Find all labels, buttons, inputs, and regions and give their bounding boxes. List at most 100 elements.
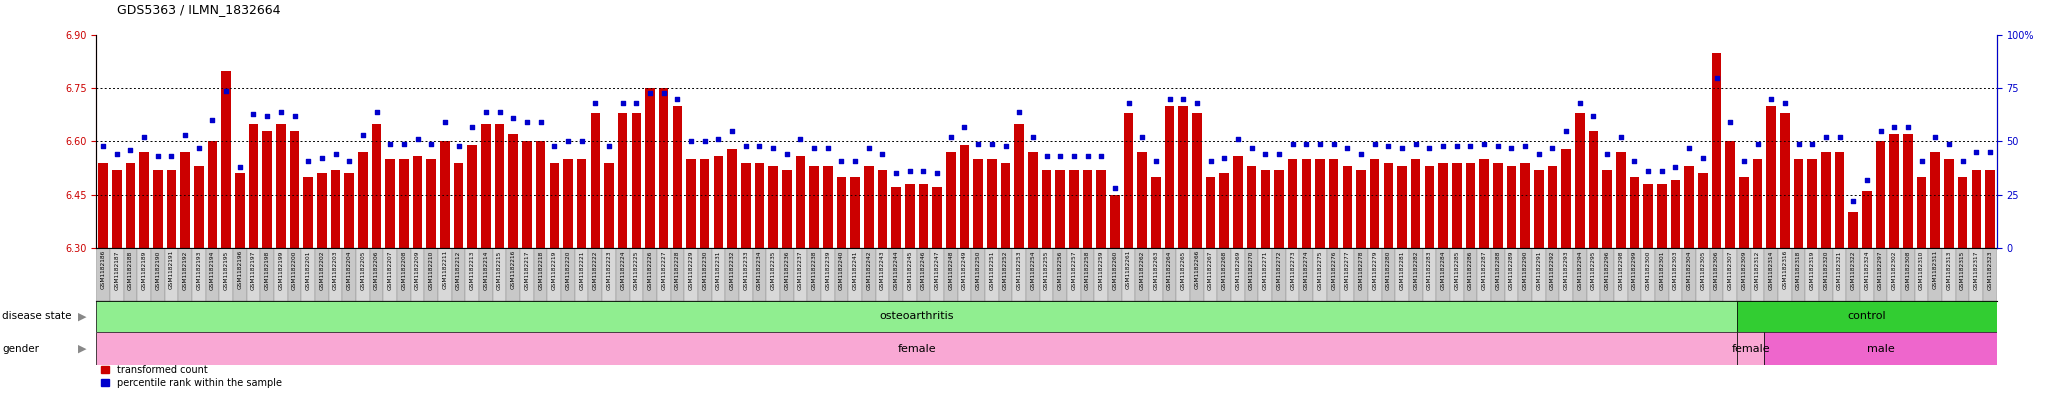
Text: GSM1182236: GSM1182236: [784, 250, 788, 290]
Text: GSM1182316: GSM1182316: [1782, 250, 1788, 290]
Bar: [1561, 149, 1571, 248]
Bar: [1630, 177, 1638, 248]
Bar: [1149, 248, 1163, 301]
Text: GSM1182323: GSM1182323: [1987, 250, 1993, 290]
Bar: [1190, 248, 1204, 301]
Bar: [1903, 134, 1913, 248]
Bar: [971, 248, 985, 301]
Bar: [1274, 170, 1284, 248]
Bar: [137, 248, 152, 301]
Bar: [1972, 170, 1980, 248]
Point: [360, 108, 393, 115]
Text: control: control: [1847, 311, 1886, 321]
Bar: [1958, 177, 1968, 248]
Bar: [590, 113, 600, 248]
Bar: [399, 159, 410, 248]
Text: GSM1182230: GSM1182230: [702, 250, 707, 290]
Point: [319, 151, 352, 157]
Point: [428, 119, 461, 125]
Text: ▶: ▶: [78, 311, 86, 321]
Point: [948, 123, 981, 130]
Bar: [1847, 248, 1860, 301]
Bar: [1917, 177, 1927, 248]
Text: GSM1182253: GSM1182253: [1016, 250, 1022, 290]
Bar: [1081, 248, 1094, 301]
Point: [1509, 143, 1542, 149]
Bar: [961, 145, 969, 248]
Text: GSM1182260: GSM1182260: [1112, 250, 1118, 290]
Bar: [903, 248, 918, 301]
Bar: [1067, 248, 1081, 301]
Point: [1153, 96, 1186, 102]
Bar: [1712, 53, 1720, 248]
Text: GSM1182311: GSM1182311: [1933, 250, 1937, 290]
Bar: [1368, 248, 1382, 301]
Bar: [629, 248, 643, 301]
Text: GSM1182295: GSM1182295: [1591, 250, 1595, 290]
Bar: [1778, 248, 1792, 301]
Bar: [1722, 248, 1737, 301]
Text: GSM1182242: GSM1182242: [866, 250, 870, 290]
Bar: [1806, 248, 1819, 301]
Bar: [645, 88, 655, 248]
Bar: [1507, 166, 1516, 248]
Text: GSM1182239: GSM1182239: [825, 250, 829, 290]
Point: [565, 138, 598, 145]
Text: GSM1182308: GSM1182308: [1905, 250, 1911, 290]
Text: GSM1182312: GSM1182312: [1755, 250, 1759, 290]
Point: [1659, 164, 1692, 170]
Bar: [96, 332, 1737, 365]
Text: GSM1182288: GSM1182288: [1495, 250, 1501, 290]
Point: [1016, 134, 1049, 140]
Bar: [1110, 195, 1120, 248]
Text: GSM1182313: GSM1182313: [1946, 250, 1952, 290]
Bar: [987, 159, 997, 248]
Bar: [1108, 248, 1122, 301]
Bar: [588, 248, 602, 301]
Bar: [1532, 248, 1546, 301]
Point: [621, 100, 653, 107]
Bar: [164, 248, 178, 301]
Point: [1386, 145, 1419, 151]
Bar: [862, 248, 877, 301]
Bar: [1767, 106, 1776, 248]
Point: [209, 87, 242, 94]
Point: [115, 147, 147, 153]
Point: [743, 143, 776, 149]
Bar: [289, 131, 299, 248]
Bar: [397, 248, 412, 301]
Point: [401, 136, 434, 143]
Text: GSM1182251: GSM1182251: [989, 250, 995, 290]
Bar: [1765, 332, 1997, 365]
Text: GSM1182209: GSM1182209: [416, 250, 420, 290]
Text: GSM1182232: GSM1182232: [729, 250, 735, 290]
Bar: [1589, 131, 1597, 248]
Bar: [178, 248, 193, 301]
Text: GSM1182219: GSM1182219: [551, 250, 557, 290]
Point: [1714, 119, 1747, 125]
Bar: [1751, 248, 1765, 301]
Bar: [1956, 248, 1970, 301]
Text: GSM1182248: GSM1182248: [948, 250, 952, 290]
Text: GSM1182255: GSM1182255: [1044, 250, 1049, 290]
Point: [1331, 145, 1364, 151]
Bar: [1931, 152, 1939, 248]
Text: GSM1182198: GSM1182198: [264, 250, 270, 290]
Bar: [1614, 248, 1628, 301]
Bar: [973, 159, 983, 248]
Text: GSM1182238: GSM1182238: [811, 250, 817, 290]
Bar: [246, 248, 260, 301]
Point: [498, 115, 530, 121]
Bar: [414, 156, 422, 248]
Text: GSM1182265: GSM1182265: [1182, 250, 1186, 290]
Text: GSM1182197: GSM1182197: [252, 250, 256, 290]
Bar: [426, 159, 436, 248]
Text: GSM1182283: GSM1182283: [1427, 250, 1432, 290]
Point: [141, 153, 174, 160]
Bar: [958, 248, 971, 301]
Text: GSM1182186: GSM1182186: [100, 250, 106, 290]
Point: [1673, 145, 1706, 151]
Text: gender: gender: [2, 344, 39, 354]
Point: [291, 158, 324, 164]
Text: GSM1182264: GSM1182264: [1167, 250, 1171, 290]
